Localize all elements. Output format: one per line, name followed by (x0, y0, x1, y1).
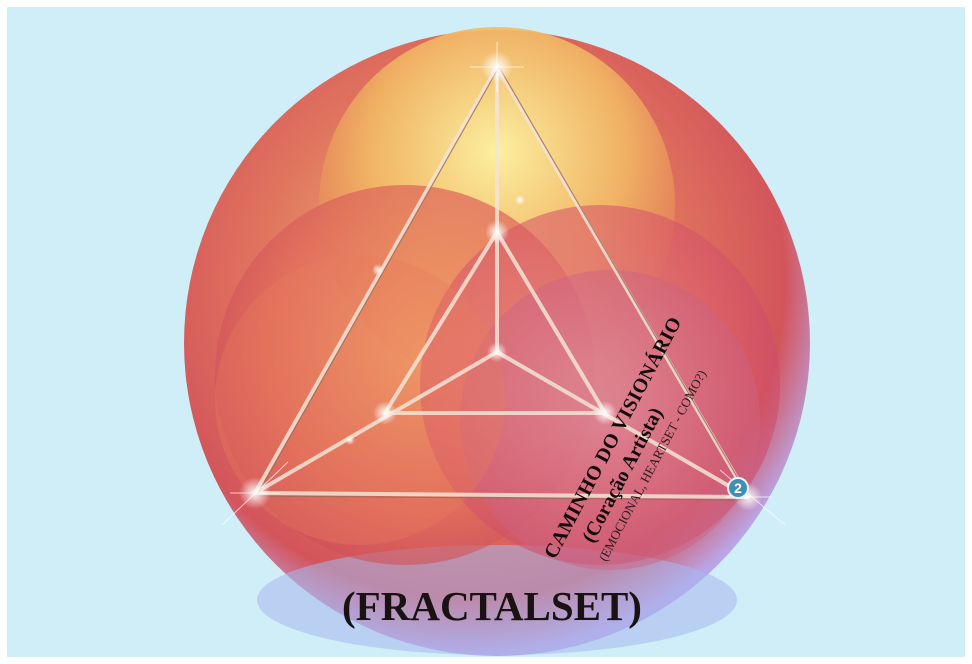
tetrahedron-edge-shading (254, 66, 751, 501)
bottom-glow (257, 545, 737, 655)
fractalset-label: (FRACTALSET) (342, 583, 642, 629)
path-number-badge: 2 (727, 477, 749, 499)
badge-number: 2 (734, 480, 742, 496)
tetrahedron-edges (253, 65, 750, 499)
